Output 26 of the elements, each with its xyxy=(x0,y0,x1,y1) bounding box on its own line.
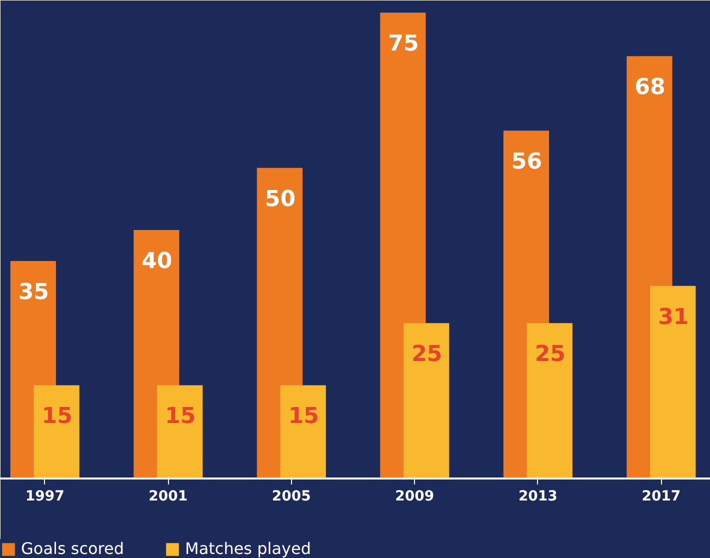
legend-label: Goals scored xyxy=(21,539,124,558)
data-label: 25 xyxy=(534,342,566,368)
data-label: 15 xyxy=(288,404,319,430)
data-label: 31 xyxy=(658,304,689,330)
bar xyxy=(280,385,326,478)
x-tick-label: 2009 xyxy=(395,488,434,504)
bar xyxy=(404,323,450,478)
bar xyxy=(157,385,203,478)
data-label: 25 xyxy=(412,342,442,368)
bar xyxy=(34,385,80,478)
data-label: 40 xyxy=(142,248,172,274)
data-label: 68 xyxy=(634,75,666,100)
bar xyxy=(526,323,572,478)
data-label: 15 xyxy=(42,404,72,430)
x-tick-label: 2005 xyxy=(272,488,311,504)
x-tick-label: 1997 xyxy=(25,488,64,504)
x-tick-label: 2001 xyxy=(148,488,188,504)
x-tick-label: 2017 xyxy=(642,488,681,504)
data-label: 35 xyxy=(18,280,49,306)
data-label: 50 xyxy=(264,186,296,212)
bar xyxy=(650,286,696,478)
legend-label: Matches played xyxy=(185,539,311,558)
data-label: 15 xyxy=(165,404,196,430)
x-tick-label: 2013 xyxy=(518,488,558,504)
data-label: 75 xyxy=(388,32,419,57)
data-label: 56 xyxy=(511,150,542,175)
